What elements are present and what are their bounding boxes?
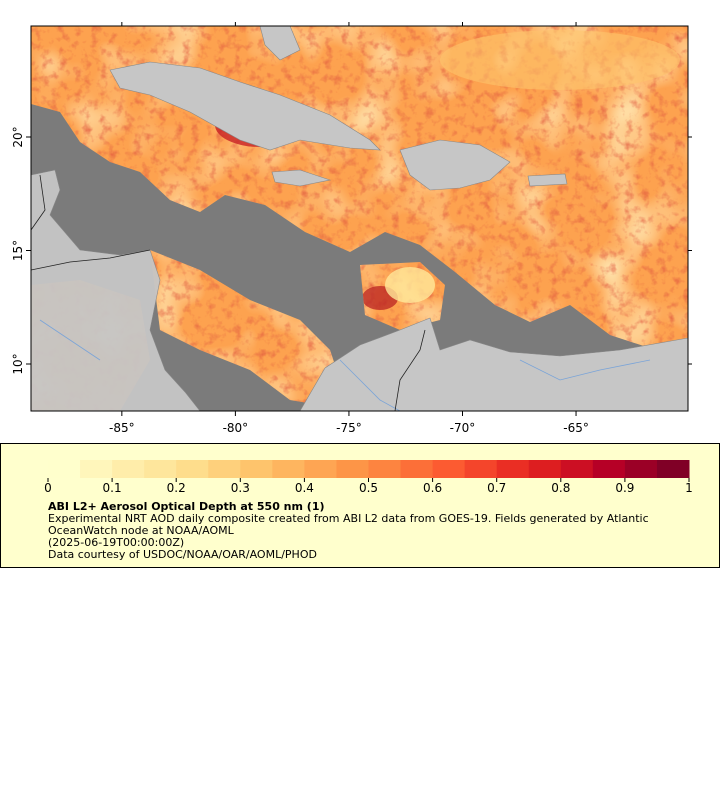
colorbar-tick-label: 0.6	[423, 481, 442, 495]
colorbar-swatch	[240, 460, 273, 478]
colorbar-swatch	[336, 460, 369, 478]
colorbar-swatch	[272, 460, 305, 478]
colorbar-tick-label: 0.3	[231, 481, 250, 495]
legend-title: ABI L2+ Aerosol Optical Depth at 550 nm …	[48, 500, 325, 513]
map-frame	[30, 25, 689, 412]
colorbar-swatch	[112, 460, 145, 478]
legend-text: ABI L2+ Aerosol Optical Depth at 550 nm …	[48, 501, 688, 561]
colorbar-swatch	[592, 460, 626, 478]
colorbar-tick-label: 0	[44, 481, 52, 495]
colorbar-swatch	[400, 460, 434, 478]
x-tick-label: -70°	[450, 421, 476, 435]
borders	[31, 174, 426, 411]
colorbar-tick-label: 0.7	[487, 481, 506, 495]
x-tick-label: -80°	[223, 421, 249, 435]
colorbar-tick-label: 0.4	[295, 481, 314, 495]
colorbar: 0 0.1 0.2 0.3 0.4 0.5 0.6 0.7 0.8 0.9 1	[44, 460, 693, 495]
colorbar-swatch	[304, 460, 337, 478]
colorbar-swatch	[368, 460, 402, 478]
colorbar-swatch	[208, 460, 241, 478]
land	[31, 26, 688, 411]
colorbar-swatch	[464, 460, 498, 478]
colorbar-tick-label: 0.9	[615, 481, 634, 495]
colorbar-swatch	[496, 460, 530, 478]
y-tick-label: 20°	[11, 126, 25, 147]
colorbar-swatch	[176, 460, 209, 478]
map: -85° -80° -75° -70° -65° 10° 15° 20°	[11, 22, 692, 435]
y-tick-label: 15°	[11, 240, 25, 261]
colorbar-tick-label: 0.8	[551, 481, 570, 495]
legend-description: Experimental NRT AOD daily composite cre…	[48, 512, 649, 537]
colorbar-tick-label: 0.1	[103, 481, 122, 495]
colorbar-tick-label: 1	[685, 481, 693, 495]
x-tick-label: -65°	[563, 421, 589, 435]
colorbar-swatch	[48, 460, 81, 478]
colorbar-swatch	[560, 460, 594, 478]
colorbar-swatch	[432, 460, 466, 478]
x-tick-label: -75°	[336, 421, 362, 435]
legend-credit: Data courtesy of USDOC/NOAA/OAR/AOML/PHO…	[48, 548, 317, 561]
rivers	[39, 319, 651, 411]
y-tick-label: 10°	[11, 353, 25, 374]
map-image	[31, 26, 688, 411]
colorbar-swatch	[656, 460, 690, 478]
colorbar-swatch	[144, 460, 177, 478]
legend-date: (2025-06-19T00:00:00Z)	[48, 536, 185, 549]
colorbar-swatch	[528, 460, 562, 478]
colorbar-tick-label: 0.5	[359, 481, 378, 495]
colorbar-swatch	[624, 460, 658, 478]
legend: 0 0.1 0.2 0.3 0.4 0.5 0.6 0.7 0.8 0.9 1 ABI L2+ Ae…	[0, 443, 720, 568]
colorbar-swatch	[80, 460, 113, 478]
colorbar-tick-label: 0.2	[167, 481, 186, 495]
x-tick-label: -85°	[109, 421, 135, 435]
